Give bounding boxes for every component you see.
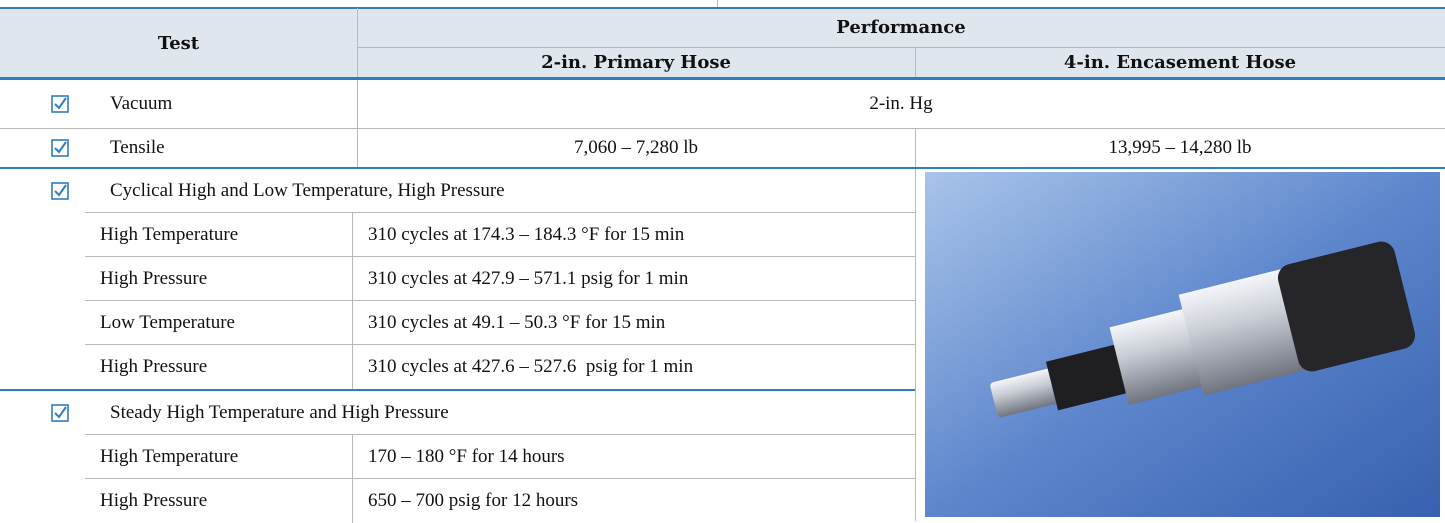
row-label: Vacuum xyxy=(110,80,172,128)
item-value: 650 – 700 psig for 12 hours xyxy=(368,479,578,523)
group-title: Steady High Temperature and High Pressur… xyxy=(110,391,449,435)
row-value: 2-in. Hg xyxy=(357,80,1445,128)
divider xyxy=(352,435,353,479)
item-label: Low Temperature xyxy=(100,301,235,345)
checkbox-icon xyxy=(51,139,69,157)
item-label: High Pressure xyxy=(100,479,207,523)
row-value: 7,060 – 7,280 lb xyxy=(357,129,915,167)
item-value: 170 – 180 °F for 14 hours xyxy=(368,435,565,479)
checkbox-icon xyxy=(51,404,69,422)
header-primary: 2-in. Primary Hose xyxy=(357,47,915,78)
divider xyxy=(352,257,353,301)
divider xyxy=(915,129,916,521)
item-label: High Pressure xyxy=(100,257,207,301)
item-label: High Pressure xyxy=(100,345,207,389)
item-label: High Temperature xyxy=(100,213,238,257)
photo xyxy=(925,172,1440,517)
item-value: 310 cycles at 427.9 – 571.1 psig for 1 m… xyxy=(368,257,688,301)
checkbox-icon xyxy=(51,182,69,200)
divider xyxy=(352,213,353,257)
item-value: 310 cycles at 49.1 – 50.3 °F for 15 min xyxy=(368,301,665,345)
item-value: 310 cycles at 174.3 – 184.3 °F for 15 mi… xyxy=(368,213,684,257)
row-value: 13,995 – 14,280 lb xyxy=(915,129,1445,167)
header-test: Test xyxy=(0,8,357,78)
divider xyxy=(352,301,353,345)
divider xyxy=(352,479,353,523)
page: Test Performance 2-in. Primary Hose 4-in… xyxy=(0,0,1445,521)
item-value: 310 cycles at 427.6 – 527.6 psig for 1 m… xyxy=(368,345,693,389)
group-title: Cyclical High and Low Temperature, High … xyxy=(110,169,505,213)
header-performance: Performance xyxy=(357,8,1445,47)
divider xyxy=(352,345,353,389)
item-label: High Temperature xyxy=(100,435,238,479)
row-label: Tensile xyxy=(110,129,165,167)
header-encasement: 4-in. Encasement Hose xyxy=(915,47,1445,78)
checkbox-icon xyxy=(51,95,69,113)
